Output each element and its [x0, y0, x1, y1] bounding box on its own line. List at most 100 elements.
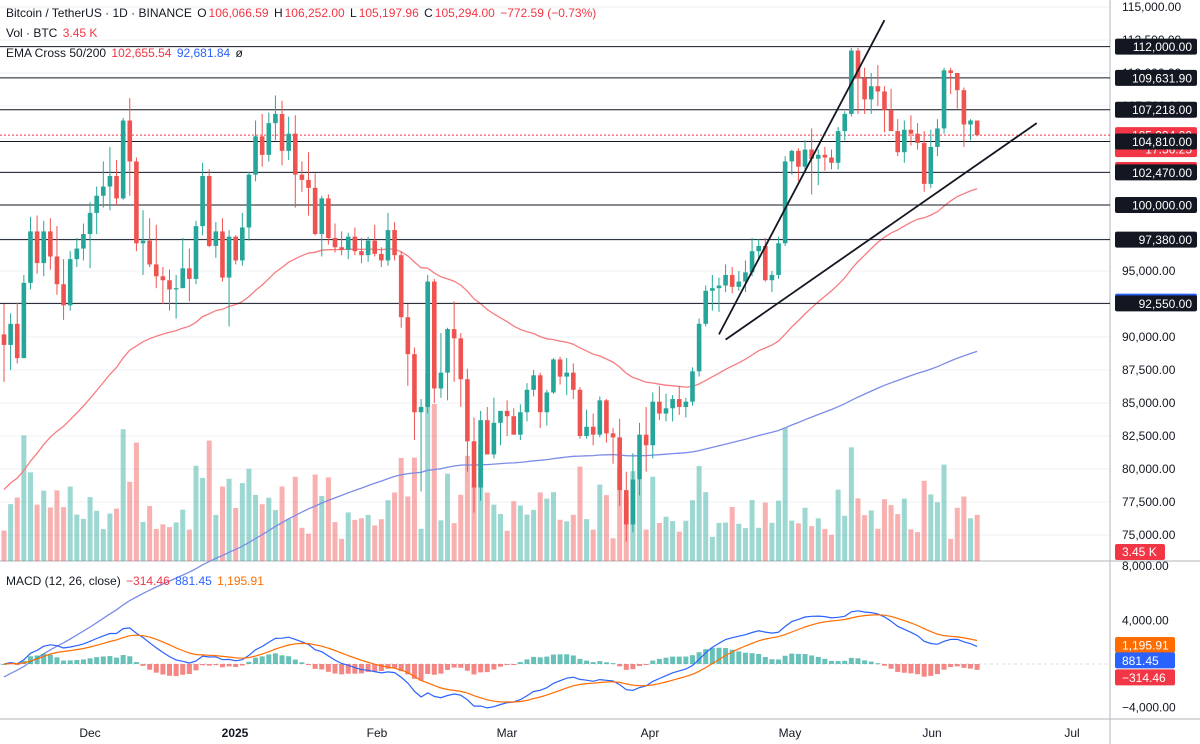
candle-body [445, 329, 450, 373]
candle-body [663, 408, 669, 414]
macd-histogram-bar [637, 664, 643, 666]
volume-bar [272, 510, 278, 561]
candle-body [385, 230, 391, 261]
candle-body [471, 441, 477, 488]
candle-body [690, 371, 695, 402]
volume-bar [478, 444, 484, 561]
time-tick-label: Jun [922, 726, 941, 740]
candle-body [292, 133, 298, 175]
candle-body [597, 400, 603, 435]
candle-body [590, 426, 596, 435]
macd-hist-value: −314.46 [126, 574, 170, 588]
time-tick-label: Feb [367, 726, 388, 740]
volume-bar [809, 526, 815, 561]
candle-body [657, 401, 662, 414]
volume-bar [21, 435, 27, 561]
candle-body [61, 284, 66, 306]
macd-histogram-bar [829, 660, 834, 664]
macd-histogram-bar [511, 664, 517, 665]
candle-body [835, 131, 841, 163]
volume-bar [597, 484, 603, 561]
macd-histogram-bar [239, 664, 245, 666]
macd-histogram-bar [80, 659, 86, 664]
macd-histogram-bar [689, 655, 695, 664]
candle-body [220, 231, 225, 278]
time-axis[interactable]: Dec 2025 Feb Mar Apr May Jun Jul [79, 726, 1079, 740]
volume-label-box [1115, 544, 1165, 560]
macd-histogram-bar [564, 654, 570, 664]
volume-bar [848, 447, 854, 561]
volume-bar [167, 527, 172, 561]
volume-bar [67, 486, 73, 561]
trend-lines[interactable] [718, 19, 1038, 341]
candle-body [683, 401, 689, 407]
macd-histogram-bar [835, 661, 841, 664]
volume-bar [921, 480, 927, 561]
volume-bar [915, 532, 921, 561]
candle-body [54, 256, 60, 285]
macd-histogram-bar [34, 655, 40, 664]
volume-bar [928, 494, 934, 561]
macd-histogram-bar [921, 664, 927, 677]
volume-bar [656, 523, 662, 561]
macd-histogram-bar [630, 664, 636, 670]
volume-bar [259, 504, 265, 561]
volume-bar [875, 528, 881, 561]
candle-body [226, 236, 232, 278]
macd-histogram-bar [815, 656, 821, 664]
upper-trend-line [718, 19, 886, 335]
volume-bar [742, 528, 748, 561]
candle-body [610, 433, 616, 438]
macd-histogram-bar [47, 654, 53, 664]
macd-histogram-bar [862, 660, 868, 664]
macd-histogram-bar [193, 664, 199, 671]
candle-body [650, 401, 656, 446]
candle-body [862, 78, 867, 100]
candle-body [961, 90, 967, 125]
volume-bar [815, 518, 821, 561]
macd-histogram-bar [425, 664, 431, 674]
candle-body [696, 323, 702, 372]
macd-histogram-bar [153, 664, 159, 673]
volume-bar [405, 496, 411, 561]
price-tick-label: 85,000.00 [1122, 396, 1176, 410]
macd-histogram-bar [286, 656, 292, 664]
volume-bar [696, 466, 702, 561]
candle-body [842, 113, 848, 132]
candle-body [147, 240, 152, 265]
macd-value: 881.45 [175, 574, 212, 588]
macd-histogram-bar [875, 663, 881, 665]
candle-body [882, 91, 887, 110]
macd-histogram-bar [544, 656, 550, 664]
macd-histogram-bar [822, 658, 828, 664]
macd-histogram-bar [498, 664, 503, 667]
ema-header[interactable]: EMA Cross 50/200 102,655.54 92,681.84 ø [6, 46, 245, 60]
volume-bar [650, 476, 656, 561]
candle-body [822, 154, 828, 158]
macd-histogram-bar [107, 656, 113, 664]
candle-body [537, 375, 543, 413]
price-label-box [1115, 38, 1197, 55]
macd-histogram-bar [127, 656, 133, 664]
macd-histogram-bar [279, 655, 285, 664]
volume-bar [795, 523, 801, 561]
candle-body [127, 120, 133, 162]
candle-body [729, 274, 735, 287]
volume-bar [908, 529, 914, 561]
volume-header[interactable]: Vol · BTC 3.45 K [6, 26, 99, 40]
macd-histogram-bar [54, 657, 60, 664]
volume-bar [835, 489, 841, 561]
volume-bar [610, 538, 616, 561]
macd-histogram-bar [650, 660, 656, 664]
candle-body [432, 281, 437, 389]
macd-header[interactable]: MACD (12, 26, close) −314.46 881.45 1,19… [6, 574, 266, 588]
ema-lines [3, 188, 978, 678]
candle-body [948, 70, 953, 73]
macd-histogram-bar [617, 664, 623, 667]
volume-bar [941, 464, 947, 561]
volume-bar [822, 528, 828, 561]
macd-histogram-bar [550, 654, 556, 664]
symbol-title[interactable]: Bitcoin / TetherUS · 1D · BINANCE [6, 6, 192, 20]
volume-bar [153, 529, 159, 561]
